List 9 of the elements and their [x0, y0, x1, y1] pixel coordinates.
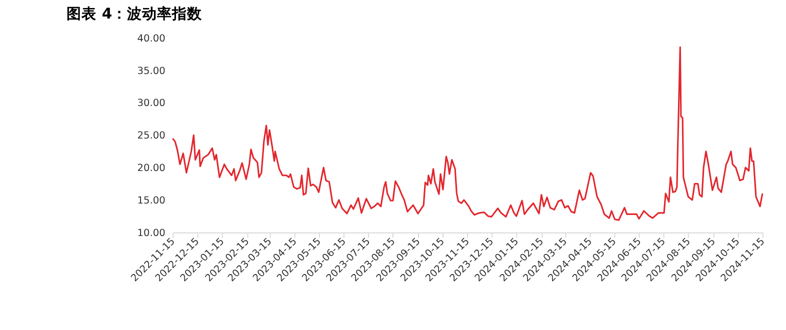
y-tick-label: 30.00 [137, 98, 166, 110]
chart-title: 图表 4：波动率指数 [66, 4, 204, 22]
y-tick-label: 40.00 [137, 33, 166, 44]
y-tick-label: 25.00 [137, 130, 166, 142]
y-tick-label: 10.00 [137, 228, 166, 239]
line-series [172, 46, 764, 221]
y-tick-label: 20.00 [137, 163, 166, 174]
y-tick-label: 15.00 [137, 195, 166, 206]
y-tick-label: 35.00 [137, 66, 166, 77]
